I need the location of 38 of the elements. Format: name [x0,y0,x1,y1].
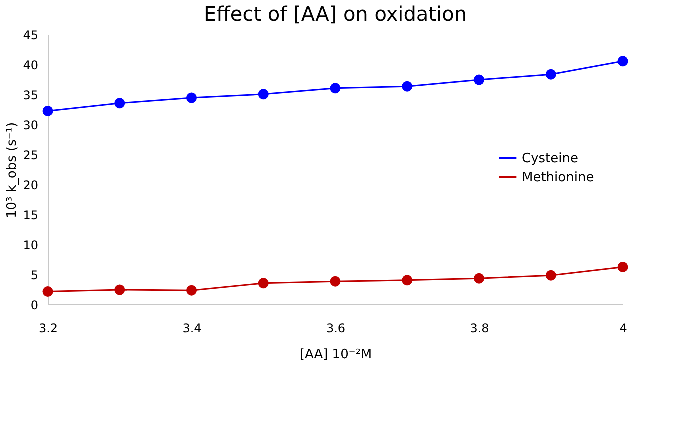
point [546,270,556,281]
point [330,276,341,287]
y-tick-label: 45 [23,28,38,42]
point [42,286,54,298]
point [186,285,197,296]
x-tick-label: 3.6 [326,322,346,336]
y-tick-label: 40 [23,58,38,72]
point [42,106,54,116]
y-tick-label: 30 [23,118,38,132]
point [474,273,484,284]
y-tick-label: 20 [23,178,38,192]
point [330,83,341,94]
y-tick-label: 15 [23,208,38,222]
point [402,275,413,286]
point [186,92,197,104]
chart-title: Effect of [AA] on oxidation [204,2,467,26]
point [114,284,126,296]
x-axis-title: [AA] 10⁻²M [300,348,372,362]
x-tick-label: 3.2 [38,322,58,336]
point [402,81,413,92]
y-axis-title: 10³ k_obs (s⁻¹) [5,122,20,219]
point [618,56,628,67]
point [618,262,628,272]
point [258,89,269,100]
point [258,278,269,289]
legend-label: Methionine [522,170,594,186]
point [546,69,556,80]
point [114,98,126,109]
y-tick-label: 0 [30,298,38,312]
y-tick-label: 25 [23,148,38,162]
legend-label: Cysteine [522,151,578,166]
y-tick-label: 5 [30,268,38,282]
y-tick-label: 35 [23,88,38,102]
y-tick-label: 10 [23,238,38,252]
x-tick-label: 3.8 [470,322,490,336]
x-tick-label: 3.4 [182,322,202,336]
point [474,74,484,86]
x-tick-label: 4 [620,322,628,336]
